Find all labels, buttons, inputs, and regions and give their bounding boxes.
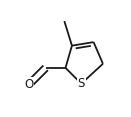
Text: O: O xyxy=(24,78,33,91)
Text: S: S xyxy=(78,77,85,90)
